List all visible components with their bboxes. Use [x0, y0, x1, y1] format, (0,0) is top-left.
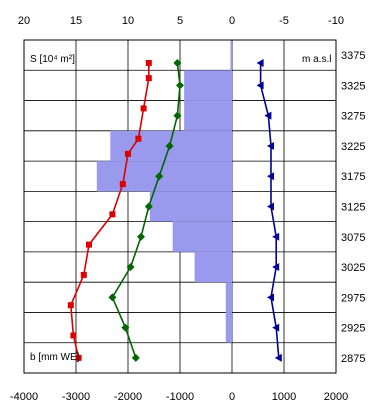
bottom-tick-label: 2000 [324, 391, 348, 403]
data-point-diamond [165, 141, 174, 150]
data-point-triangle [256, 59, 264, 68]
data-point-triangle [274, 353, 282, 362]
top-tick-label: 10 [122, 15, 134, 27]
bottom-tick-label: -3000 [62, 391, 90, 403]
data-point-triangle [264, 111, 272, 120]
area-bar [149, 191, 232, 222]
mass-balance-axis-label: b [mm WE] [30, 352, 80, 363]
area-bar [184, 70, 232, 101]
bottom-tick-label: 1000 [272, 391, 296, 403]
area-bar [194, 251, 232, 283]
data-point-diamond [155, 172, 164, 181]
series-lines [67, 59, 282, 362]
elevation-axis-label: m a.s.l [302, 54, 331, 65]
data-point-square [67, 302, 74, 309]
area-bar [96, 161, 232, 192]
elevation-tick-label: 2875 [341, 353, 365, 365]
area-bar [225, 312, 232, 343]
data-point-triangle [267, 202, 274, 211]
elevation-tick-label: 3225 [341, 141, 365, 153]
data-point-square [86, 241, 92, 248]
elevation-tick-label: 3375 [341, 50, 365, 62]
data-point-square [80, 271, 87, 278]
bottom-tick-label: -4000 [10, 391, 38, 403]
top-tick-label: 15 [70, 15, 82, 27]
plot-frame [23, 39, 337, 374]
data-point-square [125, 150, 131, 157]
data-point-diamond [108, 293, 117, 302]
series-line-1 [69, 63, 150, 359]
data-point-square [75, 354, 82, 361]
elevation-tick-label: 3175 [341, 171, 365, 183]
data-point-square [145, 75, 152, 82]
data-point-square [140, 105, 147, 112]
data-point-diamond [126, 263, 135, 272]
top-tick-label: 20 [18, 15, 30, 27]
area-bars [96, 40, 232, 343]
data-point-diamond [173, 111, 182, 120]
data-point-diamond [144, 202, 153, 211]
area-bar [172, 221, 232, 252]
area-bar [225, 282, 232, 313]
data-point-square [70, 332, 77, 339]
elevation-tick-label: 2925 [341, 323, 365, 335]
elevation-tick-label: 2975 [341, 292, 365, 304]
data-point-diamond [137, 232, 145, 241]
elevation-tick-label: 3275 [341, 111, 365, 123]
data-point-triangle [267, 172, 274, 181]
bottom-tick-label: -2000 [114, 391, 142, 403]
elevation-tick-label: 3075 [341, 232, 365, 244]
data-point-square [135, 135, 142, 142]
data-point-triangle [272, 232, 280, 241]
data-point-triangle [256, 81, 264, 90]
top-tick-label: -10 [328, 15, 344, 27]
bottom-tick-label: -1000 [166, 391, 194, 403]
data-point-diamond [176, 81, 184, 90]
area-axis-label: S [10⁴ m²] [30, 54, 75, 65]
top-tick-label: -5 [279, 15, 289, 27]
data-point-triangle [267, 293, 274, 302]
series-line-3 [259, 63, 280, 358]
bottom-tick-label: 0 [229, 391, 235, 403]
data-point-diamond [173, 59, 182, 68]
data-point-square [109, 211, 116, 218]
data-point-triangle [267, 141, 274, 150]
data-point-triangle [272, 263, 280, 272]
top-tick-label: 5 [177, 15, 183, 27]
axis-ticks: 20 15 10 5 0 -5 -10 -4000 -3000 -2000 -1000 0 1000 20… [10, 15, 366, 403]
data-point-square [145, 60, 152, 67]
elevation-tick-label: 3325 [341, 80, 365, 92]
top-tick-label: 0 [229, 15, 235, 27]
area-bar [230, 40, 232, 71]
elevation-tick-label: 3025 [341, 262, 365, 274]
data-point-triangle [272, 323, 280, 332]
data-point-diamond [121, 323, 130, 332]
data-point-diamond [131, 353, 140, 362]
area-bar [184, 100, 232, 131]
elevation-tick-label: 3125 [341, 202, 365, 214]
data-point-square [119, 181, 126, 188]
